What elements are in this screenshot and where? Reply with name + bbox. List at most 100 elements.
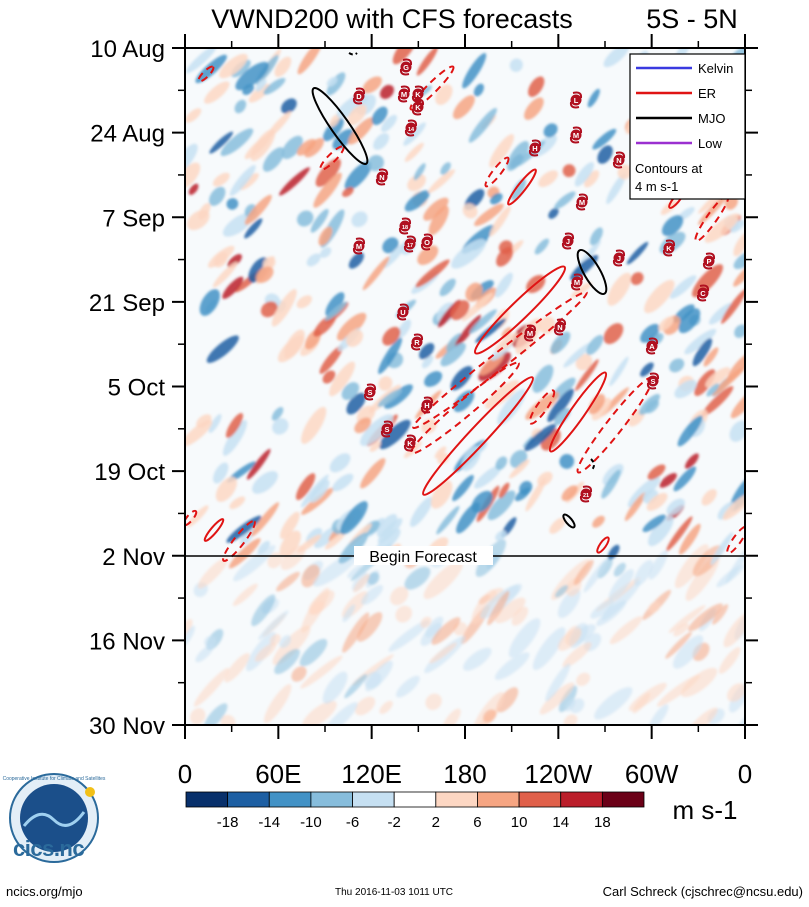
anomaly-blob (496, 246, 514, 267)
anomaly-blob (640, 323, 660, 343)
anomaly-blob (219, 53, 248, 79)
anomaly-blob (197, 557, 229, 589)
x-tick-label: 120E (341, 759, 402, 789)
anomaly-blob (215, 476, 237, 502)
y-tick-label: 24 Aug (90, 121, 165, 148)
storm-marker: N (375, 168, 389, 186)
anomaly-blob (185, 619, 193, 638)
anomaly-blob (608, 569, 634, 601)
anomaly-blob (373, 133, 390, 150)
anomaly-blob (559, 453, 575, 469)
anomaly-blob (235, 61, 269, 91)
anomaly-blob (279, 530, 301, 558)
anomaly-blob (225, 413, 244, 438)
anomaly-blob (203, 703, 228, 725)
anomaly-blob (659, 473, 677, 488)
anomaly-blob (209, 131, 234, 154)
anomaly-blob (264, 684, 292, 724)
axes: 10 Aug 24 Aug 7 Sep 21 Sep 5 Oct 19 Oct 2 Nov 1… (89, 34, 758, 789)
storm-marker: H (420, 396, 434, 414)
anomaly-blob (603, 48, 630, 68)
anomaly-blob (367, 572, 380, 585)
anomaly-blob (195, 644, 214, 663)
anomaly-blob (250, 502, 280, 537)
anomaly-blob (244, 218, 263, 239)
anomaly-blob (310, 208, 329, 233)
y-tick-label: 7 Sep (102, 205, 165, 232)
colorbar-swatch (393, 791, 437, 808)
anomaly-blob (397, 319, 412, 339)
anomaly-blob (301, 487, 334, 515)
anomaly-blob (332, 129, 354, 150)
anomaly-blob (439, 278, 456, 297)
anomaly-blob (665, 631, 692, 659)
anomaly-blob (692, 338, 713, 367)
storm-marker: K (403, 434, 417, 452)
svg-text:N: N (616, 156, 621, 165)
anomaly-blob (674, 544, 709, 589)
anomaly-blob (410, 496, 433, 527)
svg-text:A: A (649, 342, 655, 351)
anomaly-blob (711, 367, 744, 397)
anomaly-blob (313, 172, 342, 208)
storm-marker: M (523, 324, 537, 342)
anomaly-blob (367, 154, 384, 172)
mjo-contour (576, 248, 608, 296)
anomaly-blob (727, 683, 745, 702)
colorbar-level-label: -10 (300, 814, 322, 831)
legend-note-line1: Contours at (635, 161, 703, 176)
svg-text:N: N (379, 173, 384, 182)
anomaly-blob (668, 605, 706, 633)
anomaly-blob (229, 165, 256, 196)
anomaly-blob (701, 386, 734, 417)
anomaly-blob (269, 633, 281, 646)
storm-marker: 18 (398, 217, 412, 235)
svg-text:M: M (401, 90, 407, 99)
anomaly-blob (342, 612, 370, 653)
storm-marker: H (528, 139, 542, 157)
anomaly-blob (281, 135, 303, 159)
anomaly-blob (220, 128, 254, 157)
anomaly-blob (266, 111, 292, 139)
anomaly-blob (423, 561, 463, 600)
storm-marker: A (645, 337, 659, 355)
anomaly-blob (208, 186, 226, 206)
anomaly-blob (648, 515, 674, 547)
er-contour (409, 65, 455, 111)
anomaly-blob (510, 178, 527, 201)
anomaly-blob (224, 653, 250, 683)
anomaly-blob (674, 379, 697, 399)
anomaly-blob (524, 97, 544, 120)
footer-credit: Carl Schreck (cjschrec@ncsu.edu) (602, 884, 803, 899)
anomaly-blob (244, 194, 272, 225)
x-tick-label: 60W (625, 759, 679, 789)
anomaly-blob (434, 446, 447, 459)
anomaly-blob (483, 709, 497, 723)
anomaly-blob (547, 388, 574, 422)
anomaly-blob (688, 603, 723, 632)
anomaly-blob (323, 702, 358, 725)
anomaly-blob (440, 162, 451, 175)
anomaly-blob (511, 606, 529, 626)
anomaly-blob (705, 367, 731, 388)
anomaly-blob (648, 704, 669, 725)
footer-url[interactable]: ncics.org/mjo (6, 884, 83, 899)
anomaly-blob (276, 571, 300, 592)
anomaly-blob (291, 666, 307, 682)
anomaly-blob (684, 453, 699, 469)
anomaly-blob (390, 586, 409, 606)
svg-text:H: H (424, 401, 429, 410)
anomaly-blob (474, 203, 504, 227)
anomaly-blob (588, 393, 606, 415)
er-contour (222, 520, 256, 562)
anomaly-blob (430, 480, 453, 509)
svg-text:P: P (706, 257, 711, 266)
anomaly-blob (587, 88, 600, 108)
storm-marker: R (410, 333, 424, 351)
colorbar-swatch (185, 791, 229, 808)
anomaly-blob (617, 164, 632, 180)
anomaly-blob (558, 685, 578, 713)
anomaly-blob (673, 635, 704, 669)
anomaly-blob (347, 117, 375, 145)
anomaly-blob (428, 169, 455, 194)
